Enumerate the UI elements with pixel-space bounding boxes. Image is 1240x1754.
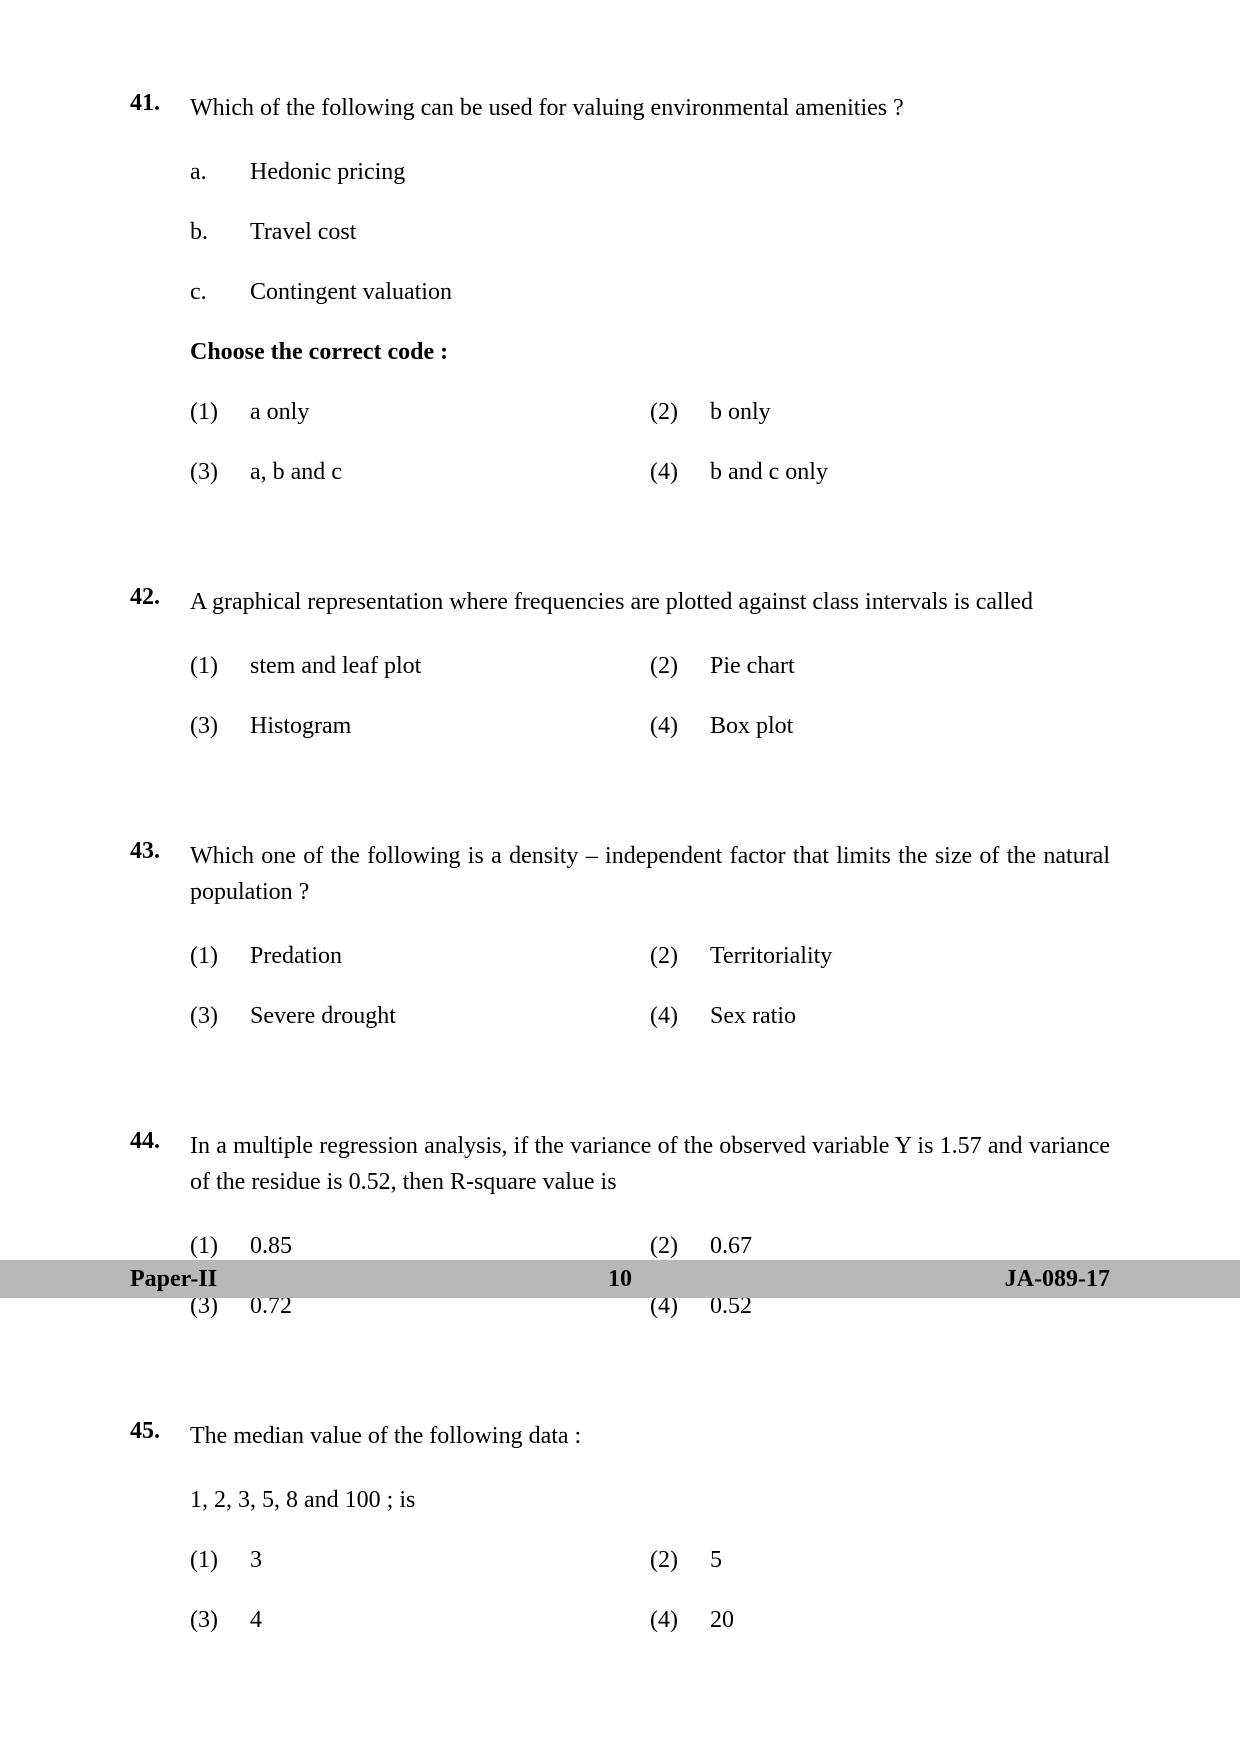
question-text: A graphical representation where frequen…: [190, 584, 1110, 620]
question-text: Which of the following can be used for v…: [190, 90, 1110, 126]
option: (1)0.85: [190, 1228, 650, 1264]
option-text: Territoriality: [710, 938, 1110, 974]
sub-text: Contingent valuation: [250, 274, 1110, 310]
sub-item: b. Travel cost: [190, 214, 1110, 250]
option: (3)4: [190, 1602, 650, 1638]
option: (2)b only: [650, 394, 1110, 430]
option-marker: (2): [650, 938, 710, 974]
question-41: 41. Which of the following can be used f…: [130, 90, 1110, 514]
options: (1)3 (2)5 (3)4 (4)20: [190, 1542, 1110, 1662]
option-text: a only: [250, 394, 650, 430]
option-marker: (2): [650, 1228, 710, 1264]
option: (2)0.67: [650, 1228, 1110, 1264]
option-text: 20: [710, 1602, 1110, 1638]
option: (1)stem and leaf plot: [190, 648, 650, 684]
option-marker: (1): [190, 938, 250, 974]
option: (4)20: [650, 1602, 1110, 1638]
option-marker: (4): [650, 998, 710, 1034]
option-text: Predation: [250, 938, 650, 974]
option: (2)5: [650, 1542, 1110, 1578]
option-marker: (3): [190, 708, 250, 744]
option-marker: (1): [190, 1228, 250, 1264]
option-marker: (3): [190, 1602, 250, 1638]
option: (4)b and c only: [650, 454, 1110, 490]
option-text: 5: [710, 1542, 1110, 1578]
option-marker: (1): [190, 1542, 250, 1578]
question-43: 43. Which one of the following is a dens…: [130, 838, 1110, 1058]
question-number: 41.: [130, 90, 190, 117]
option-marker: (1): [190, 648, 250, 684]
option: (2)Pie chart: [650, 648, 1110, 684]
sub-item: a. Hedonic pricing: [190, 154, 1110, 190]
option: (2)Territoriality: [650, 938, 1110, 974]
option: (1)Predation: [190, 938, 650, 974]
question-42: 42. A graphical representation where fre…: [130, 584, 1110, 768]
option: (1)a only: [190, 394, 650, 430]
option-marker: (3): [190, 998, 250, 1034]
option-text: a, b and c: [250, 454, 650, 490]
instruction: Choose the correct code :: [190, 334, 1110, 370]
option-marker: (4): [650, 454, 710, 490]
question-text: In a multiple regression analysis, if th…: [190, 1128, 1110, 1200]
question-text: Which one of the following is a density …: [190, 838, 1110, 910]
option: (3)Severe drought: [190, 998, 650, 1034]
option-text: Severe drought: [250, 998, 650, 1034]
sub-marker: b.: [190, 214, 250, 250]
data-line: 1, 2, 3, 5, 8 and 100 ; is: [190, 1482, 1110, 1518]
option-text: b and c only: [710, 454, 1110, 490]
option: (3)a, b and c: [190, 454, 650, 490]
option: (3)Histogram: [190, 708, 650, 744]
question-45: 45. The median value of the following da…: [130, 1418, 1110, 1662]
footer-left: Paper-II: [130, 1266, 217, 1293]
question-number: 45.: [130, 1418, 190, 1445]
option: (4)Sex ratio: [650, 998, 1110, 1034]
option-text: 3: [250, 1542, 650, 1578]
option-marker: (1): [190, 394, 250, 430]
question-number: 43.: [130, 838, 190, 865]
sub-item: c. Contingent valuation: [190, 274, 1110, 310]
sub-marker: c.: [190, 274, 250, 310]
question-text: The median value of the following data :: [190, 1418, 1110, 1454]
option-text: Histogram: [250, 708, 650, 744]
option-text: Sex ratio: [710, 998, 1110, 1034]
option-text: Pie chart: [710, 648, 1110, 684]
options: (1)stem and leaf plot (2)Pie chart (3)Hi…: [190, 648, 1110, 768]
question-number: 44.: [130, 1128, 190, 1155]
option-marker: (2): [650, 1542, 710, 1578]
option: (1)3: [190, 1542, 650, 1578]
option-text: 0.67: [710, 1228, 1110, 1264]
options: (1)a only (2)b only (3)a, b and c (4)b a…: [190, 394, 1110, 514]
option: (4)Box plot: [650, 708, 1110, 744]
option-text: b only: [710, 394, 1110, 430]
exam-page: 41. Which of the following can be used f…: [0, 0, 1240, 1754]
page-footer: Paper-II 10 JA-089-17: [0, 1260, 1240, 1298]
option-text: 4: [250, 1602, 650, 1638]
options: (1)Predation (2)Territoriality (3)Severe…: [190, 938, 1110, 1058]
option-text: Box plot: [710, 708, 1110, 744]
option-marker: (4): [650, 1602, 710, 1638]
footer-page-number: 10: [608, 1266, 632, 1293]
sub-marker: a.: [190, 154, 250, 190]
option-text: 0.85: [250, 1228, 650, 1264]
footer-right: JA-089-17: [1005, 1266, 1110, 1293]
question-44: 44. In a multiple regression analysis, i…: [130, 1128, 1110, 1348]
option-marker: (2): [650, 394, 710, 430]
sub-text: Travel cost: [250, 214, 1110, 250]
question-number: 42.: [130, 584, 190, 611]
option-marker: (4): [650, 708, 710, 744]
option-text: stem and leaf plot: [250, 648, 650, 684]
option-marker: (3): [190, 454, 250, 490]
sub-text: Hedonic pricing: [250, 154, 1110, 190]
option-marker: (2): [650, 648, 710, 684]
